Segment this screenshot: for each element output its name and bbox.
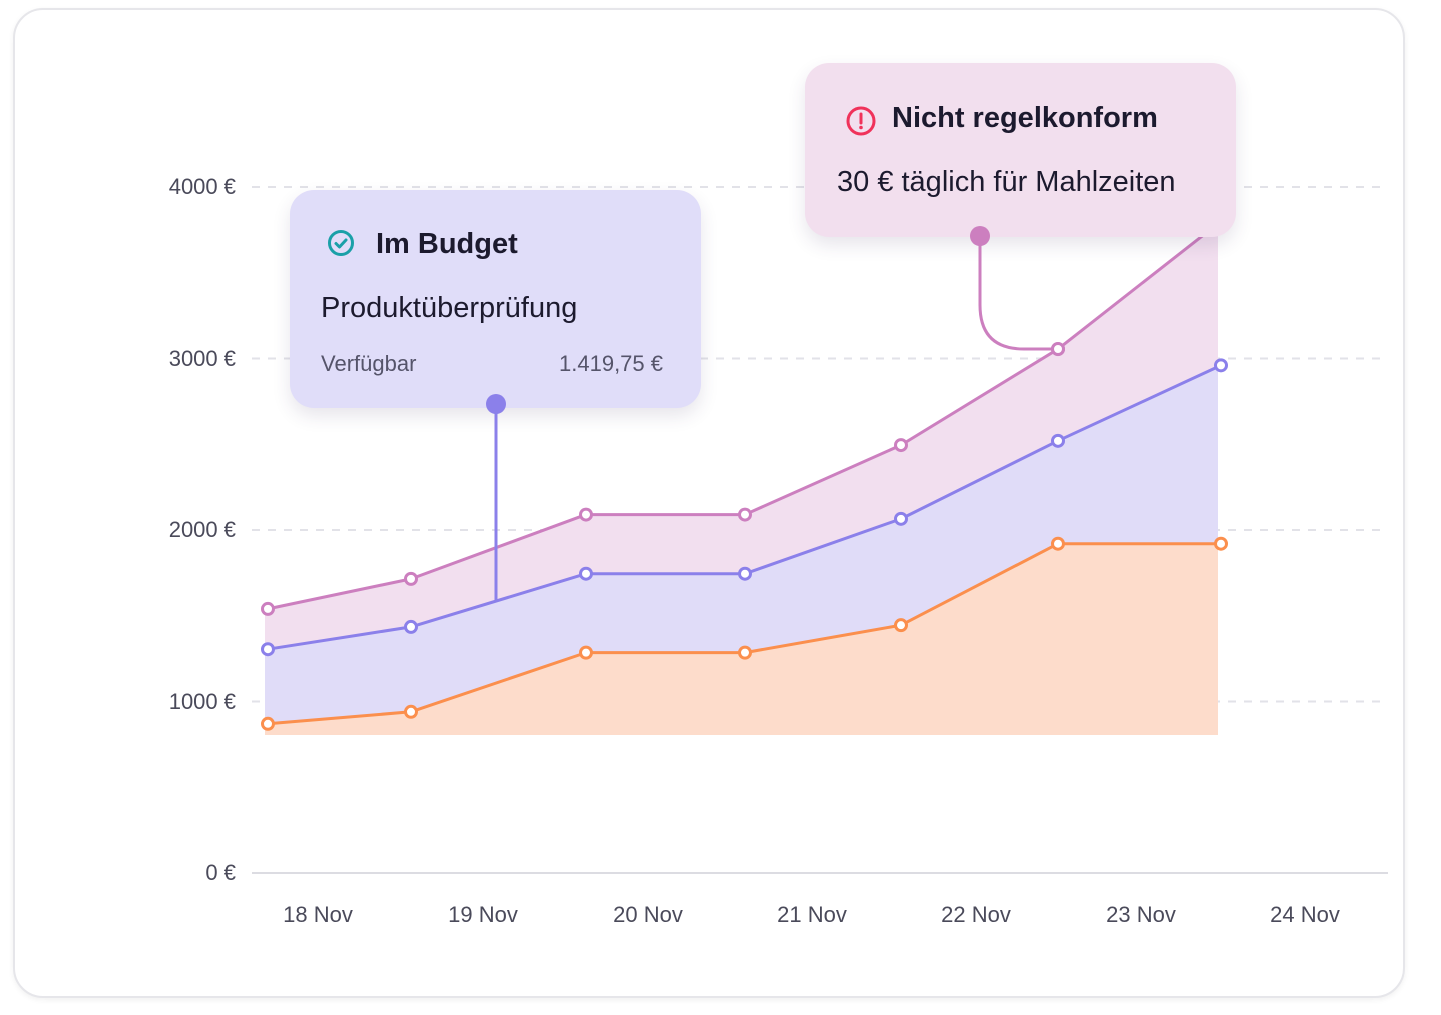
series-area-2 — [265, 543, 1221, 735]
data-point — [1051, 342, 1065, 357]
data-point — [738, 507, 752, 522]
tooltip-im-budget: Im Budget Produktüberprüfung Verfügbar 1… — [290, 190, 701, 408]
x-tick-label: 23 Nov — [1106, 902, 1176, 927]
x-tick-label: 22 Nov — [941, 902, 1011, 927]
y-tick-label: 2000 € — [168, 517, 236, 542]
tooltip-subtitle: Produktüberprüfung — [321, 292, 578, 324]
data-point — [404, 619, 418, 634]
data-point — [1214, 536, 1228, 551]
y-tick-label: 3000 € — [168, 345, 236, 371]
data-point — [261, 642, 275, 657]
tooltip-title: Im Budget — [376, 228, 518, 260]
data-point — [894, 438, 908, 453]
available-value: 1.419,75 € — [559, 351, 663, 376]
data-point — [1051, 433, 1065, 448]
x-tick-label: 24 Nov — [1270, 902, 1340, 927]
y-tick-label: 0 € — [205, 860, 236, 885]
data-point — [738, 566, 752, 581]
check-circle-icon — [328, 230, 354, 256]
tooltip-nicht-regelkonform: Nicht regelkonform 30 € täglich für Mahl… — [805, 63, 1236, 237]
data-point — [404, 571, 418, 586]
x-tick-label: 21 Nov — [777, 902, 847, 927]
data-point — [738, 645, 752, 660]
data-point — [1214, 358, 1228, 373]
data-point — [579, 566, 593, 581]
available-label: Verfügbar — [321, 351, 417, 376]
data-point — [894, 511, 908, 526]
x-tick-label: 20 Nov — [613, 902, 683, 927]
data-point — [579, 507, 593, 522]
data-point — [404, 704, 418, 719]
data-point — [894, 618, 908, 633]
data-point — [261, 601, 275, 616]
y-tick-label: 4000 € — [168, 174, 236, 199]
data-point — [261, 716, 275, 731]
x-tick-label: 18 Nov — [283, 902, 353, 927]
data-point — [1051, 536, 1065, 551]
alert-circle-icon — [846, 106, 876, 136]
tooltip-title: Nicht regelkonform — [892, 102, 1158, 134]
data-point — [579, 645, 593, 660]
x-tick-label: 19 Nov — [448, 902, 518, 927]
tooltip-subtitle: 30 € täglich für Mahlzeiten — [837, 166, 1176, 198]
y-tick-label: 1000 € — [168, 688, 236, 714]
